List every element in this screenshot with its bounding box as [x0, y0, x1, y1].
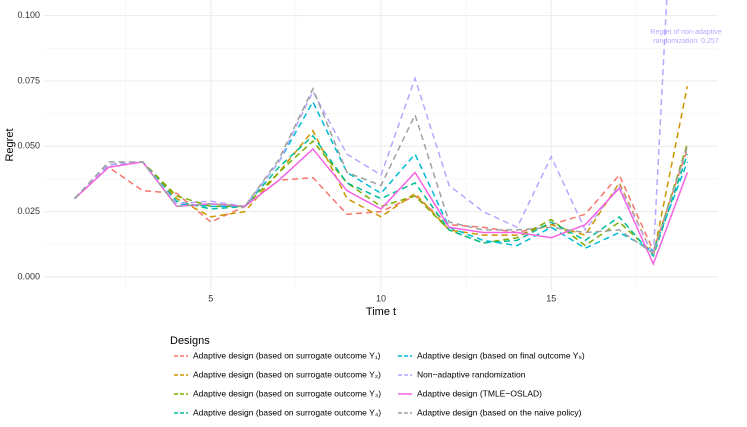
legend-title: Designs [170, 335, 210, 347]
annotation: Regret of non-adaptive [650, 29, 721, 36]
legend-label: Adaptive design (based on the naive poli… [417, 407, 582, 417]
y-tick-label: 0.050 [17, 141, 40, 151]
legend-label: Adaptive design (based on surrogate outc… [193, 407, 381, 417]
series-line [74, 0, 668, 257]
series-line [74, 147, 689, 266]
series-line [74, 86, 689, 259]
y-tick-label: 0.075 [17, 75, 40, 85]
y-tick-label: 0.025 [17, 206, 40, 216]
x-axis-title: Time t [366, 306, 396, 318]
legend-label: Adaptive design (TMLE−OSLAD) [417, 388, 542, 398]
y-axis-title: Regret [4, 128, 16, 161]
legend-label: Adaptive design (based on surrogate outc… [193, 388, 381, 398]
x-tick-label: 15 [546, 293, 556, 303]
legend-label: Adaptive design (based on surrogate outc… [193, 350, 381, 360]
y-tick-label: 0.000 [17, 271, 40, 281]
legend-label: Non−adaptive randomization [417, 369, 526, 379]
x-tick-label: 10 [376, 293, 386, 303]
series-line [74, 139, 689, 255]
y-tick-label: 0.100 [17, 10, 40, 20]
legend-label: Adaptive design (based on final outcome … [417, 350, 585, 360]
series-line [74, 86, 689, 255]
legend-label: Adaptive design (based on surrogate outc… [193, 369, 381, 379]
lines [74, 0, 689, 266]
grid [44, 0, 718, 290]
annotation: randomization: 0.257 [653, 38, 718, 45]
series-line [74, 148, 689, 253]
x-tick-label: 5 [208, 293, 213, 303]
series-line [74, 134, 689, 258]
